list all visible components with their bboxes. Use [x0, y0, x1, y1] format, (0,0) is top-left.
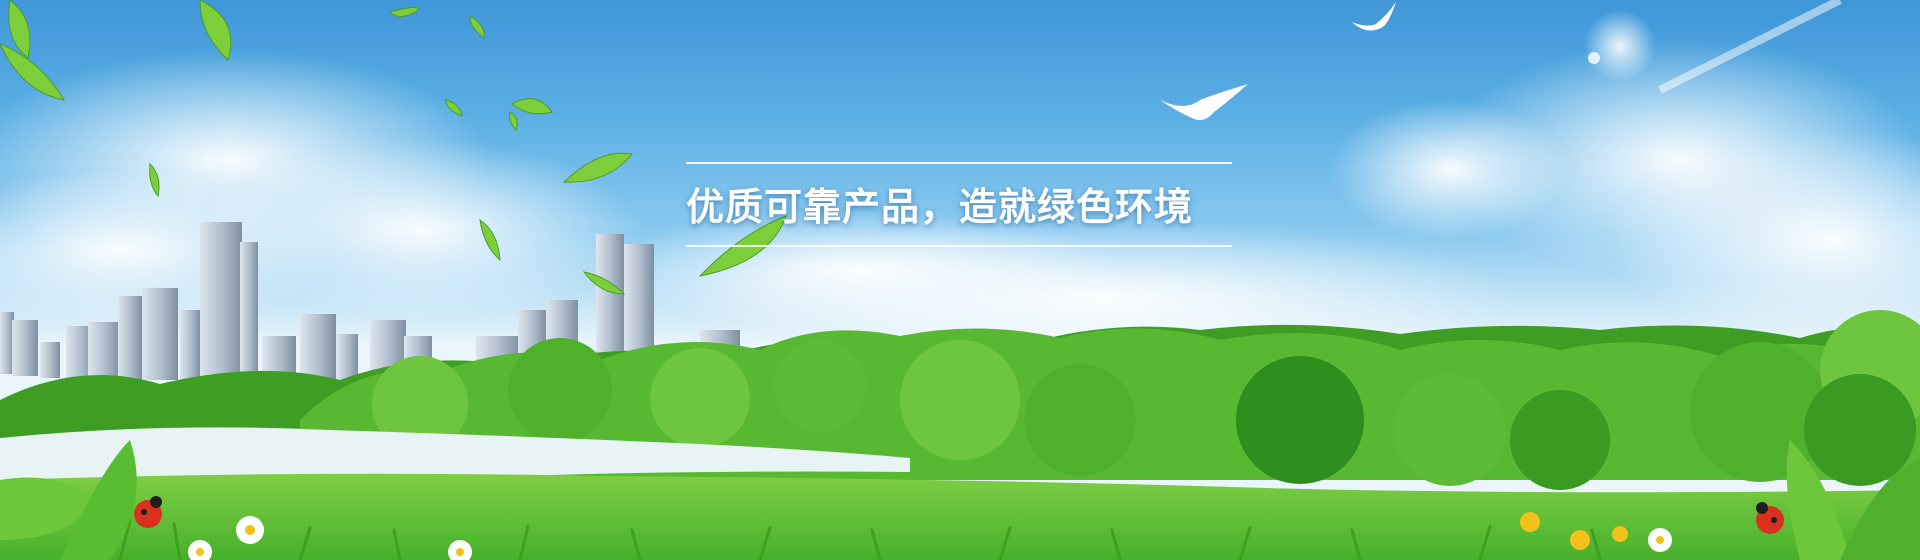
meadow [0, 473, 1920, 560]
daisy-icon [188, 512, 1672, 560]
bird-icon [1160, 2, 1396, 120]
slogan-bottom-divider [686, 245, 1232, 247]
grass-blades [118, 518, 1602, 560]
tree-icon [0, 310, 1920, 490]
leaf-icon [0, 0, 787, 295]
foreground-leaves [0, 440, 1920, 560]
sun-flare-icon [1584, 0, 1842, 94]
slogan-block: 优质可靠产品，造就绿色环境 [686, 162, 1232, 247]
ladybug-icon [134, 496, 1784, 534]
slogan-top-divider [686, 162, 1232, 164]
banner-slogan: 优质可靠产品，造就绿色环境 [686, 185, 1194, 229]
river [0, 427, 910, 490]
